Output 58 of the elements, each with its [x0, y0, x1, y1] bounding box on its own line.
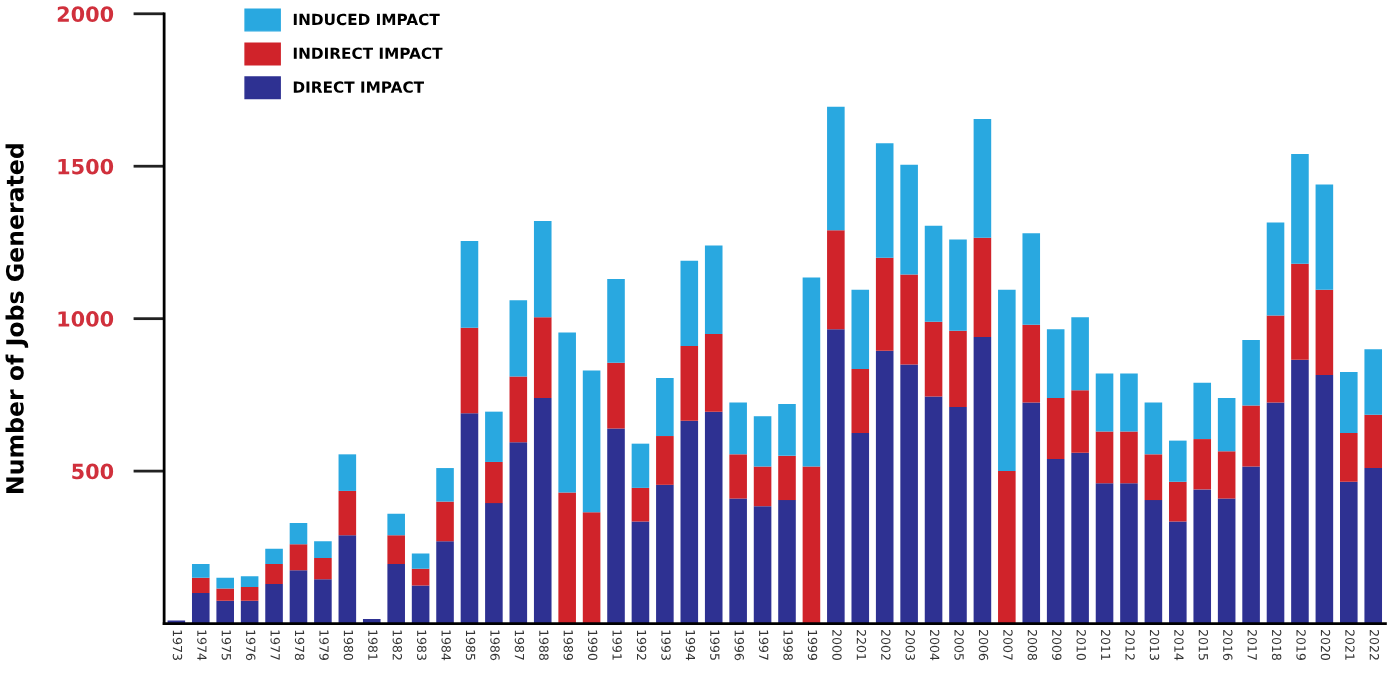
x-tick-label: 2002: [881, 630, 891, 660]
x-tick-label: 1997: [758, 630, 769, 660]
x-tick-label: 1996: [734, 630, 744, 661]
x-tick-label: 2201: [856, 630, 867, 660]
x-tick-label: 1975: [221, 630, 232, 660]
y-tick-label: 1500: [58, 158, 114, 175]
y-axis-title: Number of Jobs Generated: [5, 144, 29, 493]
x-tick-label: 1981: [368, 630, 378, 660]
x-tick-label: 2011: [1100, 630, 1111, 660]
x-tick-label: 1979: [319, 630, 329, 661]
x-tick-label: 1987: [514, 630, 525, 660]
x-tick-label: 1990: [587, 630, 598, 661]
x-tick-label: 1999: [807, 630, 818, 661]
x-tick-label: 2017: [1247, 630, 1257, 660]
y-tick-label: 2000: [57, 6, 114, 22]
x-tick-label: 2022: [1369, 630, 1380, 660]
x-tick-label: 2015: [1198, 630, 1209, 660]
x-tick-label: 2010: [1076, 630, 1086, 661]
x-tick-label: 1977: [270, 630, 280, 660]
x-tick-label: 2021: [1345, 630, 1355, 660]
x-tick-label: 2003: [905, 630, 915, 660]
y-tick-label: 500: [72, 463, 114, 480]
x-tick-label: 2018: [1271, 630, 1282, 661]
x-tick-label: 2012: [1125, 630, 1135, 660]
x-tick-label: 1974: [197, 630, 207, 661]
x-tick-label: 2000: [832, 630, 842, 661]
x-tick-label: 1986: [490, 630, 500, 661]
x-tick-label: 1991: [612, 630, 622, 660]
x-tick-label: 2014: [1174, 630, 1184, 661]
x-tick-label: 2004: [929, 630, 940, 661]
x-tick-label: 1995: [710, 630, 720, 660]
x-tick-label: 2006: [978, 630, 989, 661]
x-tick-label: 1983: [416, 630, 427, 660]
x-tick-label: 1994: [685, 630, 696, 661]
x-tick-label: 2007: [1003, 630, 1013, 660]
x-tick-label: 1973: [172, 630, 183, 660]
y-tick-label: 1000: [58, 311, 114, 327]
x-tick-label: 1993: [661, 630, 671, 660]
x-tick-label: 1985: [465, 630, 476, 660]
legend-label: INDIRECT IMPACT: [293, 47, 443, 60]
x-tick-label: 1976: [246, 630, 256, 661]
x-tick-label: 1992: [636, 630, 647, 660]
x-tick-label: 1982: [392, 630, 403, 660]
x-tick-label: 2019: [1296, 630, 1306, 661]
x-tick-label: 1984: [441, 630, 451, 661]
x-tick-label: 2020: [1320, 630, 1331, 661]
x-tick-label: 1978: [294, 630, 305, 661]
x-tick-label: 1989: [563, 630, 573, 661]
x-tick-label: 1998: [783, 630, 793, 661]
x-tick-label: 2013: [1149, 630, 1160, 660]
x-tick-label: 1980: [343, 630, 354, 661]
x-tick-label: 2008: [1027, 630, 1038, 661]
legend-label: DIRECT IMPACT: [293, 81, 425, 93]
x-tick-label: 2005: [954, 630, 964, 660]
x-tick-label: 2016: [1223, 630, 1233, 661]
x-tick-label: 1988: [539, 630, 549, 661]
legend-label: INDUCED IMPACT: [293, 13, 440, 26]
x-tick-label: 2009: [1052, 630, 1062, 661]
